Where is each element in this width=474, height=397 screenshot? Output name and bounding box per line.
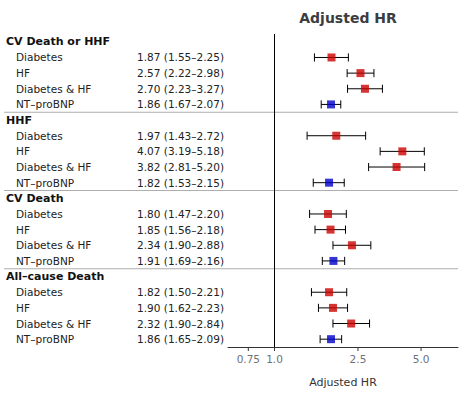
svg-text:1.91 (1.69–2.16): 1.91 (1.69–2.16)	[137, 255, 224, 267]
svg-text:5.0: 5.0	[413, 353, 430, 365]
svg-text:Diabetes: Diabetes	[16, 51, 63, 63]
svg-text:Diabetes & HF: Diabetes & HF	[16, 239, 91, 251]
svg-text:1.90 (1.62–2.23): 1.90 (1.62–2.23)	[137, 302, 224, 314]
svg-text:All–cause Death: All–cause Death	[6, 270, 104, 283]
svg-text:1.80 (1.47–2.20): 1.80 (1.47–2.20)	[137, 208, 224, 220]
svg-text:Adjusted HR: Adjusted HR	[299, 10, 397, 26]
svg-text:Diabetes & HF: Diabetes & HF	[16, 161, 91, 173]
svg-text:1.86 (1.67–2.07): 1.86 (1.67–2.07)	[137, 98, 224, 110]
svg-text:1.0: 1.0	[266, 353, 283, 365]
svg-text:HF: HF	[16, 67, 30, 79]
svg-text:CV Death or HHF: CV Death or HHF	[6, 35, 110, 48]
svg-text:HF: HF	[16, 224, 30, 236]
svg-text:NT–proBNP: NT–proBNP	[16, 98, 74, 110]
svg-text:2.70 (2.23–3.27): 2.70 (2.23–3.27)	[137, 83, 224, 95]
svg-text:1.97 (1.43–2.72): 1.97 (1.43–2.72)	[137, 130, 224, 142]
svg-text:1.86 (1.65–2.09): 1.86 (1.65–2.09)	[137, 333, 224, 345]
svg-text:2.34 (1.90–2.88): 2.34 (1.90–2.88)	[137, 239, 224, 251]
svg-text:NT–proBNP: NT–proBNP	[16, 255, 74, 267]
svg-text:HHF: HHF	[6, 114, 32, 127]
svg-text:HF: HF	[16, 302, 30, 314]
svg-text:Diabetes: Diabetes	[16, 130, 63, 142]
svg-text:2.5: 2.5	[350, 353, 367, 365]
svg-text:Diabetes & HF: Diabetes & HF	[16, 83, 91, 95]
svg-text:2.57 (2.22–2.98): 2.57 (2.22–2.98)	[137, 67, 224, 79]
svg-text:NT–proBNP: NT–proBNP	[16, 177, 74, 189]
svg-text:Diabetes: Diabetes	[16, 286, 63, 298]
svg-text:1.82 (1.53–2.15): 1.82 (1.53–2.15)	[137, 177, 224, 189]
svg-text:1.87 (1.55–2.25): 1.87 (1.55–2.25)	[137, 51, 224, 63]
svg-text:0.75: 0.75	[237, 353, 260, 365]
svg-text:1.85 (1.56–2.18): 1.85 (1.56–2.18)	[137, 224, 224, 236]
svg-text:Diabetes & HF: Diabetes & HF	[16, 318, 91, 330]
svg-text:HF: HF	[16, 145, 30, 157]
svg-text:Diabetes: Diabetes	[16, 208, 63, 220]
svg-text:1.82 (1.50–2.21): 1.82 (1.50–2.21)	[137, 286, 224, 298]
svg-text:NT–proBNP: NT–proBNP	[16, 333, 74, 345]
svg-text:CV Death: CV Death	[6, 192, 64, 205]
svg-text:3.82 (2.81–5.20): 3.82 (2.81–5.20)	[137, 161, 224, 173]
svg-text:2.32 (1.90–2.84): 2.32 (1.90–2.84)	[137, 318, 224, 330]
svg-text:Adjusted HR: Adjusted HR	[309, 376, 377, 389]
svg-text:4.07 (3.19–5.18): 4.07 (3.19–5.18)	[137, 145, 224, 157]
